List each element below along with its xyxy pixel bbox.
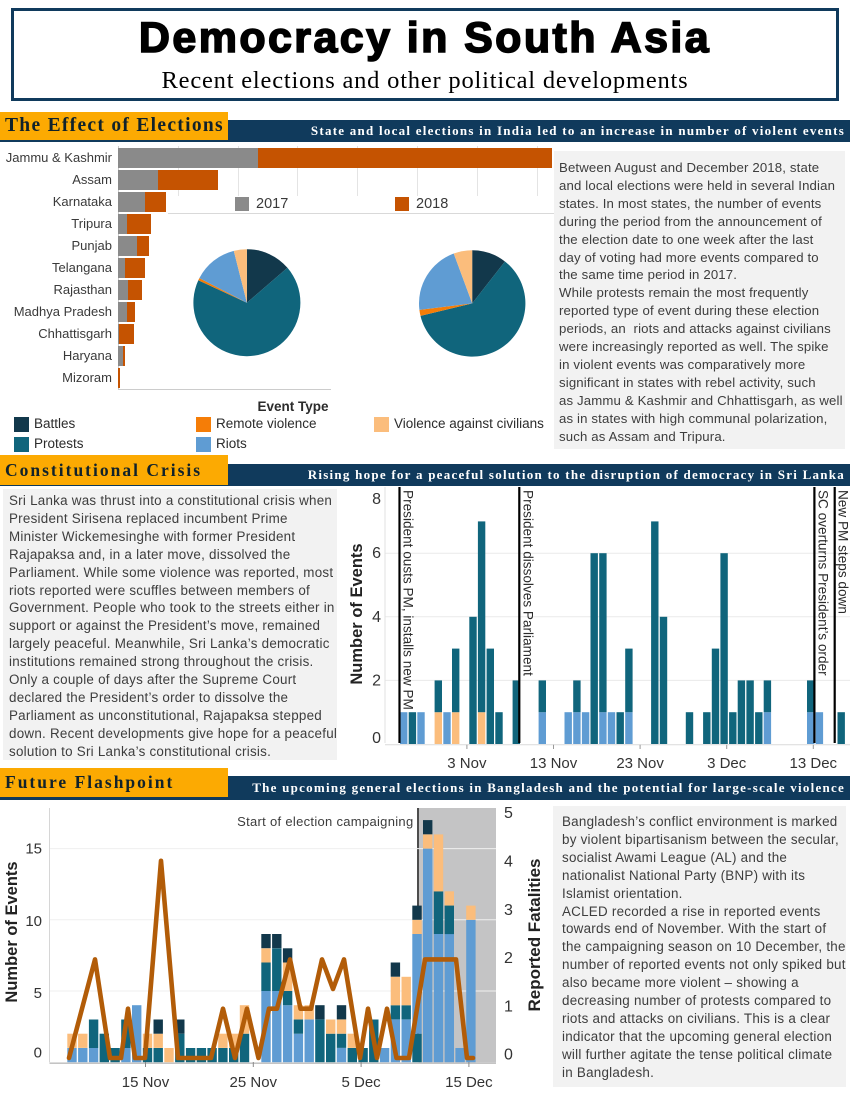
svg-text:23 Nov: 23 Nov [616, 755, 664, 772]
svg-text:3: 3 [504, 902, 513, 919]
svg-text:15 Nov: 15 Nov [122, 1074, 170, 1091]
svg-text:2: 2 [504, 950, 513, 967]
svg-text:3 Dec: 3 Dec [707, 755, 747, 772]
svg-text:5: 5 [34, 985, 42, 1002]
svg-text:5: 5 [504, 805, 513, 822]
svg-text:25 Nov: 25 Nov [230, 1074, 278, 1091]
svg-text:13 Dec: 13 Dec [790, 755, 838, 772]
svg-text:8: 8 [372, 491, 381, 508]
svg-text:4: 4 [372, 609, 381, 626]
svg-text:New PM steps down: New PM steps down [836, 490, 850, 614]
svg-text:6: 6 [372, 545, 381, 562]
svg-text:13 Nov: 13 Nov [530, 755, 578, 772]
svg-text:0: 0 [504, 1047, 513, 1064]
svg-text:15 Dec: 15 Dec [445, 1074, 493, 1091]
svg-text:15: 15 [25, 841, 42, 858]
svg-text:Number of Events: Number of Events [348, 543, 366, 684]
svg-text:0: 0 [34, 1044, 42, 1061]
svg-text:Number of Events: Number of Events [3, 861, 21, 1002]
svg-text:0: 0 [372, 730, 381, 747]
svg-text:Reported Fatalities: Reported Fatalities [525, 858, 544, 1011]
svg-text:3 Nov: 3 Nov [447, 755, 487, 772]
svg-text:President dissolves Parliament: President dissolves Parliament [520, 490, 535, 676]
svg-text:10: 10 [25, 913, 42, 930]
svg-text:President ousts PM, installs n: President ousts PM, installs new PM [401, 490, 416, 710]
svg-text:4: 4 [504, 854, 513, 871]
svg-text:5 Dec: 5 Dec [342, 1074, 382, 1091]
svg-text:Start of election campaigning: Start of election campaigning [237, 814, 413, 829]
svg-text:2: 2 [372, 673, 381, 690]
svg-text:1: 1 [504, 998, 513, 1015]
svg-text:SC overturns President’s order: SC overturns President’s order [815, 490, 830, 676]
